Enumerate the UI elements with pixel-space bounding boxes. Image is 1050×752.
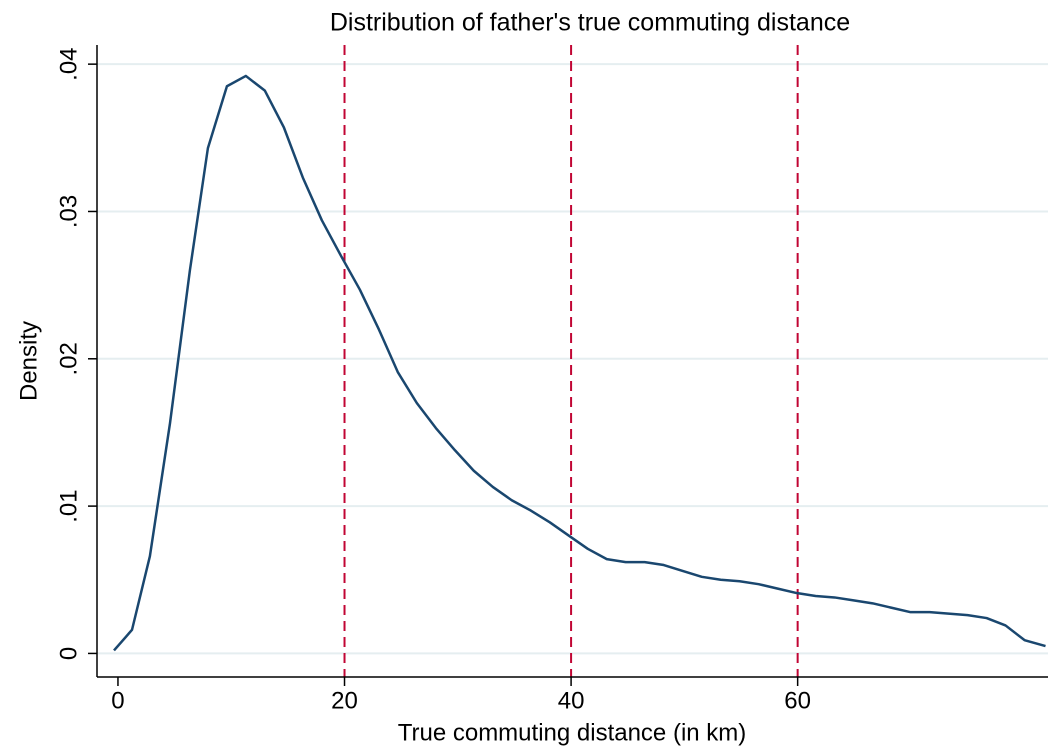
y-tick-label: .03: [55, 195, 82, 228]
y-tick-label: .02: [55, 342, 82, 375]
x-tick-label: 0: [111, 687, 124, 714]
density-line: [113, 74, 1046, 652]
y-tick-label: 0: [55, 647, 82, 660]
y-tick-label: .04: [55, 47, 82, 80]
y-tick-label: .01: [55, 489, 82, 522]
x-tick-label: 20: [331, 687, 358, 714]
y-axis-title: Density: [15, 321, 42, 401]
x-tick-label: 40: [558, 687, 585, 714]
x-axis-title: True commuting distance (in km): [398, 719, 747, 746]
chart-title: Distribution of father's true commuting …: [330, 9, 850, 37]
x-tick-label: 60: [784, 687, 811, 714]
